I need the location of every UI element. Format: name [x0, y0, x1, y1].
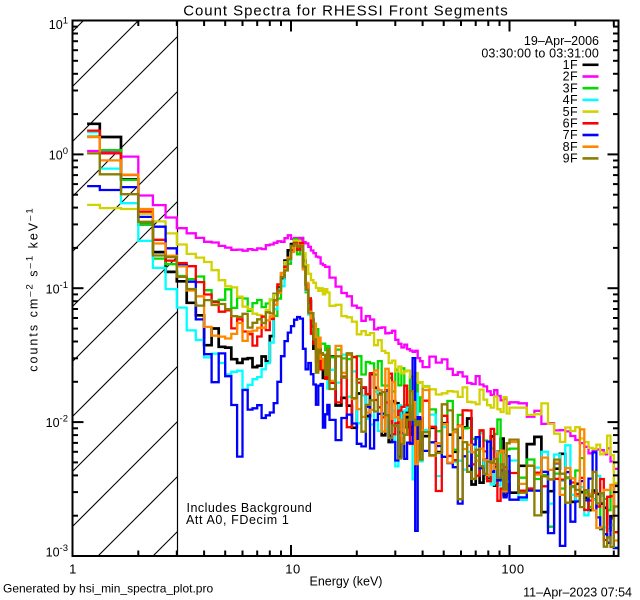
svg-text:2F: 2F [563, 70, 578, 84]
svg-text:100: 100 [501, 562, 524, 577]
svg-text:4F: 4F [563, 93, 578, 107]
svg-text:Count Spectra for RHESSI Front: Count Spectra for RHESSI Front Segments [183, 3, 509, 20]
svg-text:1: 1 [69, 562, 77, 577]
svg-text:6F: 6F [563, 117, 578, 131]
svg-text:Generated by hsi_min_spectra_p: Generated by hsi_min_spectra_plot.pro [3, 582, 213, 596]
svg-text:5F: 5F [563, 105, 578, 119]
svg-text:Includes Background: Includes Background [187, 501, 313, 515]
svg-text:10: 10 [285, 562, 300, 577]
svg-text:8F: 8F [563, 140, 578, 154]
svg-text:11–Apr–2023 07:54: 11–Apr–2023 07:54 [523, 586, 632, 600]
svg-text:03:30:00 to 03:31:00: 03:30:00 to 03:31:00 [481, 47, 599, 61]
svg-text:Att A0, FDecim 1: Att A0, FDecim 1 [186, 513, 289, 527]
svg-text:7F: 7F [563, 128, 578, 142]
svg-text:counts cm–2 s–1 keV–1: counts cm–2 s–1 keV–1 [25, 206, 41, 371]
svg-text:1F: 1F [563, 58, 578, 72]
svg-text:3F: 3F [563, 81, 578, 95]
svg-text:19–Apr–2006: 19–Apr–2006 [524, 34, 599, 48]
svg-text:Energy (keV): Energy (keV) [310, 575, 383, 589]
svg-text:9F: 9F [563, 152, 578, 166]
